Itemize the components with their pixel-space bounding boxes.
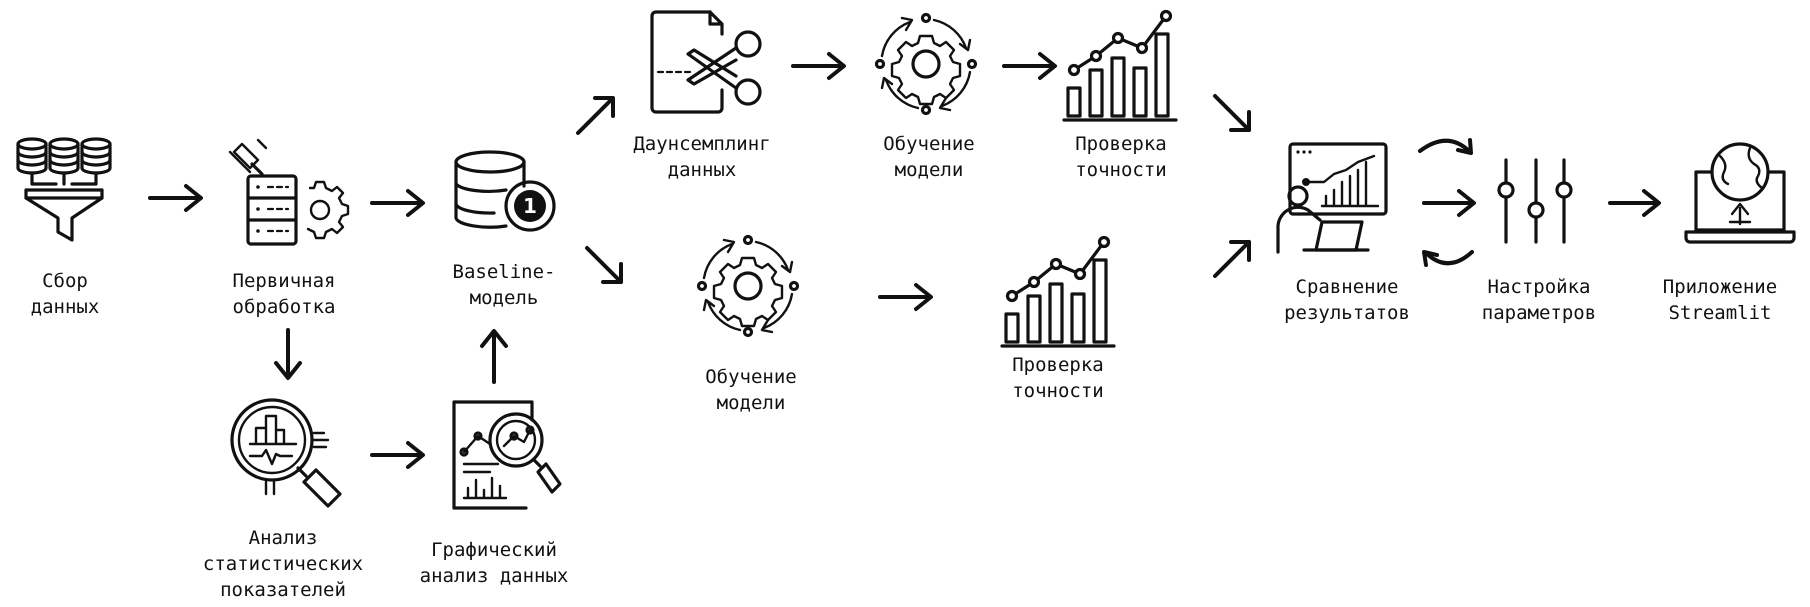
arrow-training-to-accuracy-bottom (878, 283, 933, 311)
label-training-top: Обучение модели (883, 133, 975, 181)
arrow-accuracy-bottom-to-compare (1213, 240, 1251, 278)
arrow-downsampling-to-training (791, 52, 846, 80)
database-funnel-icon (16, 137, 112, 242)
magnifier-chart-icon (230, 398, 342, 508)
label-baseline-model: Baseline- модель (452, 261, 556, 309)
cycle-arrow-bottom (1422, 250, 1474, 267)
sliders-icon (1497, 158, 1573, 244)
gear-cycle-icon (874, 12, 978, 116)
arrow-collect-to-preprocess (148, 184, 203, 212)
label-downsampling: Даунсемплинг данных (633, 133, 771, 181)
badge-number: 1 (523, 194, 537, 218)
presentation-analyst-icon (1276, 142, 1388, 254)
arrow-baseline-to-downsampling (576, 96, 615, 135)
arrow-tune-to-streamlit (1608, 189, 1661, 217)
cycle-arrow-top (1418, 138, 1473, 155)
arrow-graph-to-baseline (480, 329, 508, 384)
label-streamlit-app: Приложение Streamlit (1662, 276, 1778, 324)
arrow-compare-to-tune (1422, 189, 1476, 217)
label-compare-results: Сравнение результатов (1284, 276, 1410, 324)
arrow-preprocess-to-stats (274, 328, 302, 380)
report-magnifier-icon (452, 400, 562, 510)
growth-chart-icon (1000, 235, 1116, 348)
label-training-bottom: Обучение модели (705, 366, 797, 414)
growth-chart-icon (1062, 9, 1178, 122)
label-data-collection: Сбор данных (30, 270, 100, 318)
label-accuracy-bottom: Проверка точности (1012, 354, 1104, 402)
arrow-training-to-accuracy-top (1002, 52, 1057, 80)
label-accuracy-top: Проверка точности (1075, 133, 1167, 181)
label-graphical-analysis: Графический анализ данных (419, 539, 569, 587)
scissors-document-icon (650, 10, 762, 114)
label-tune-params: Настройка параметров (1481, 276, 1597, 324)
label-stats-analysis: Анализ статистических показателей (202, 527, 364, 601)
arrow-accuracy-top-to-compare (1213, 94, 1251, 132)
laptop-globe-icon (1684, 142, 1796, 244)
server-gear-icon (228, 138, 350, 246)
arrow-stats-to-graph (370, 441, 425, 469)
arrow-preprocess-to-baseline (370, 189, 425, 217)
arrow-baseline-to-training-bottom (585, 246, 623, 284)
database-badge-icon: 1 (454, 150, 556, 232)
gear-cycle-icon (696, 234, 800, 338)
label-preprocessing: Первичная обработка (232, 270, 336, 318)
